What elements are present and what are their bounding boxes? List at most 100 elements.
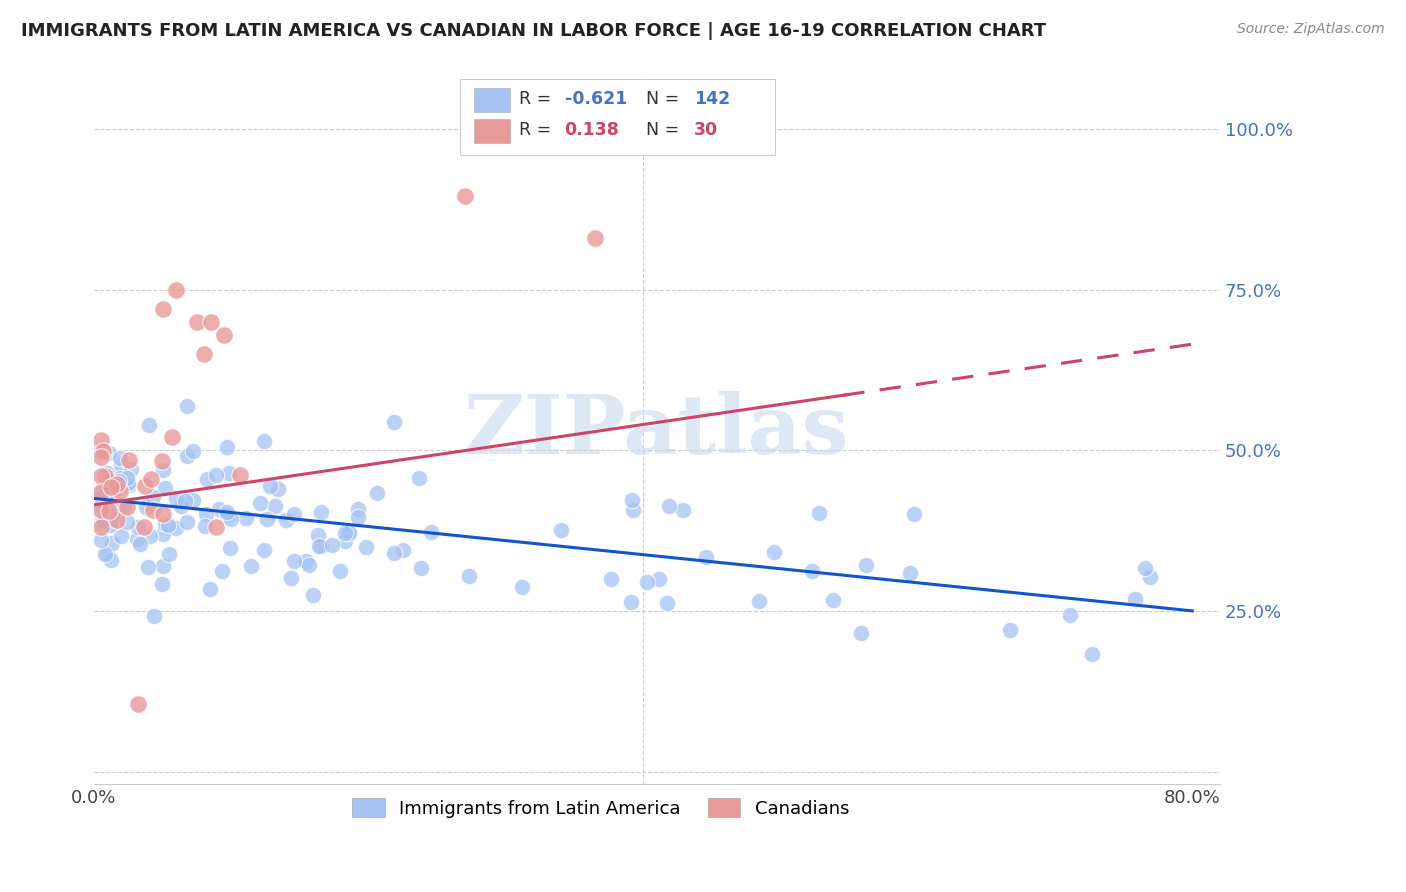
Point [800,564,823,578]
Point [356,540,378,554]
Point [347,501,370,516]
Point [117,476,139,491]
Point [135,500,157,515]
Point [215,441,238,455]
Text: IMMIGRANTS FROM LATIN AMERICA VS CANADIAN IN LABOR FORCE | AGE 16-19 CORRELATION: IMMIGRANTS FROM LATIN AMERICA VS CANADIA… [21,22,1046,40]
Text: 0.138: 0.138 [564,121,620,139]
Point [105,513,128,527]
Point [309,539,332,553]
Point [108,451,131,466]
Point [110,529,132,543]
Point [337,526,360,541]
Point [408,471,430,485]
Point [90,491,112,506]
Point [321,538,343,552]
Point [382,546,405,560]
Point [219,512,242,526]
Point [90,503,112,517]
Point [218,467,240,481]
Point [100,475,122,489]
Point [1059,608,1081,623]
Point [90,517,112,532]
Point [253,543,276,558]
Point [600,572,623,586]
Point [311,505,333,519]
Point [165,283,187,297]
Point [283,507,305,521]
Point [419,524,441,539]
Point [108,475,131,489]
Point [453,189,475,203]
Point [90,450,112,464]
Point [107,477,129,491]
Point [998,623,1021,637]
Point [217,504,239,518]
Point [134,479,156,493]
Legend: Immigrants from Latin America, Canadians: Immigrants from Latin America, Canadians [344,791,856,825]
Point [129,537,152,551]
Point [200,315,222,329]
Point [90,485,112,500]
Point [636,574,658,589]
Point [165,491,187,505]
Point [117,471,139,485]
Point [155,481,177,495]
Point [267,482,290,496]
Point [127,520,149,534]
Point [118,453,141,467]
Text: -0.621: -0.621 [564,90,627,108]
Point [127,697,149,711]
Point [156,518,179,533]
Text: 30: 30 [695,121,718,139]
Point [763,545,786,559]
Point [97,504,120,518]
Point [173,493,195,508]
Point [550,523,572,537]
Point [308,528,330,542]
Point [115,500,138,515]
Point [194,507,217,521]
Text: N =: N = [645,90,685,108]
FancyBboxPatch shape [474,88,510,112]
Point [205,467,228,482]
Point [98,497,121,511]
Point [90,486,112,500]
Text: R =: R = [519,121,557,139]
Point [142,490,165,504]
Point [176,449,198,463]
Point [152,301,174,316]
Point [132,520,155,534]
Point [1139,570,1161,584]
FancyBboxPatch shape [474,120,510,144]
Point [176,515,198,529]
Point [235,511,257,525]
Point [90,520,112,534]
Point [218,541,240,555]
Point [249,496,271,510]
Point [138,417,160,432]
Text: 142: 142 [695,90,730,108]
Point [90,445,112,459]
Point [849,626,872,640]
Point [94,547,117,561]
Point [90,500,112,514]
Point [98,474,121,488]
Point [90,533,112,548]
Point [138,560,160,574]
Point [90,469,112,483]
Point [217,508,239,522]
Point [100,552,122,566]
Point [105,506,128,520]
Point [855,558,877,572]
Point [808,506,831,520]
Point [152,527,174,541]
Point [100,518,122,533]
Point [253,434,276,449]
Point [366,486,388,500]
Point [183,493,205,508]
Point [228,468,250,483]
Point [672,503,695,517]
Point [90,513,112,527]
Point [205,520,228,534]
Point [117,515,139,529]
